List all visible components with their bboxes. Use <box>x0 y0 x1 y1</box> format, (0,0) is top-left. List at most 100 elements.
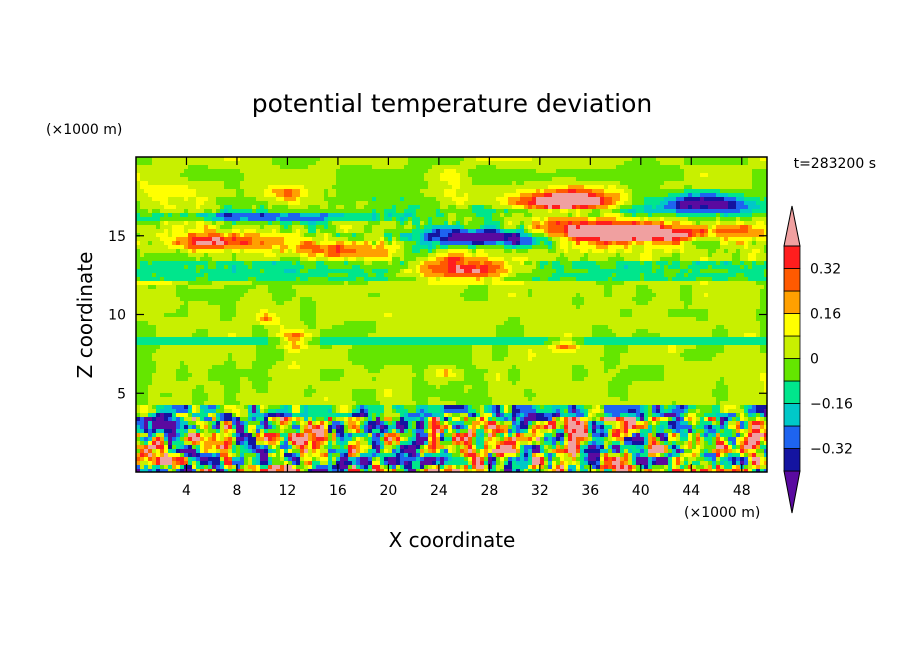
contour-cell <box>328 337 333 342</box>
contour-cell <box>212 213 217 218</box>
contour-cell <box>280 421 285 426</box>
contour-cell <box>192 409 197 414</box>
contour-cell <box>308 209 313 214</box>
contour-cell <box>172 205 177 210</box>
contour-cell <box>136 441 141 446</box>
contour-cell <box>336 377 341 382</box>
contour-cell <box>180 181 185 186</box>
contour-cell <box>336 309 341 314</box>
contour-cell <box>340 229 345 234</box>
contour-cell <box>204 313 209 318</box>
contour-cell <box>216 245 221 250</box>
contour-cell <box>344 385 349 390</box>
contour-cell <box>152 353 157 358</box>
contour-cell <box>372 197 377 202</box>
contour-cell <box>192 165 197 170</box>
contour-cell <box>328 453 333 458</box>
contour-cell <box>208 425 213 430</box>
contour-cell <box>140 453 145 458</box>
contour-cell <box>148 201 153 206</box>
contour-cell <box>276 309 281 314</box>
contour-cell <box>208 257 213 262</box>
contour-cell <box>372 349 377 354</box>
contour-cell <box>296 301 301 306</box>
contour-cell <box>332 385 337 390</box>
contour-cell <box>188 377 193 382</box>
contour-cell <box>352 229 357 234</box>
contour-cell <box>364 237 369 242</box>
contour-cell <box>284 397 289 402</box>
contour-cell <box>284 269 289 274</box>
contour-cell <box>328 325 333 330</box>
contour-cell <box>300 277 305 282</box>
contour-cell <box>264 293 269 298</box>
contour-cell <box>332 453 337 458</box>
contour-cell <box>184 297 189 302</box>
contour-cell <box>328 361 333 366</box>
contour-cell <box>272 161 277 166</box>
contour-cell <box>324 453 329 458</box>
contour-cell <box>384 469 389 472</box>
contour-cell <box>228 173 233 178</box>
contour-cell <box>156 469 161 472</box>
contour-cell <box>360 437 365 442</box>
contour-cell <box>364 185 369 190</box>
contour-cell <box>176 397 181 402</box>
contour-cell <box>260 221 265 226</box>
contour-cell <box>232 373 237 378</box>
contour-cell <box>300 401 305 406</box>
contour-cell <box>376 369 381 374</box>
contour-cell <box>356 281 361 286</box>
contour-cell <box>172 189 177 194</box>
contour-cell <box>140 389 145 394</box>
contour-cell <box>264 249 269 254</box>
contour-cell <box>328 233 333 238</box>
contour-cell <box>168 469 173 472</box>
contour-cell <box>288 341 293 346</box>
contour-cell <box>320 461 325 466</box>
contour-cell <box>336 445 341 450</box>
contour-cell <box>148 449 153 454</box>
contour-cell <box>240 301 245 306</box>
contour-cell <box>172 269 177 274</box>
contour-cell <box>204 421 209 426</box>
contour-cell <box>384 449 389 454</box>
contour-cell <box>324 425 329 430</box>
contour-cell <box>156 253 161 258</box>
contour-cell <box>324 185 329 190</box>
contour-cell <box>172 165 177 170</box>
contour-cell <box>272 433 277 438</box>
contour-cell <box>376 441 381 446</box>
contour-cell <box>212 193 217 198</box>
contour-cell <box>228 425 233 430</box>
contour-cell <box>168 461 173 466</box>
contour-cell <box>224 357 229 362</box>
contour-cell <box>156 277 161 282</box>
contour-cell <box>368 257 373 262</box>
contour-cell <box>204 245 209 250</box>
contour-cell <box>280 237 285 242</box>
contour-cell <box>336 273 341 278</box>
contour-cell <box>368 265 373 270</box>
contour-cell <box>356 189 361 194</box>
contour-cell <box>284 281 289 286</box>
contour-cell <box>232 385 237 390</box>
contour-cell <box>156 325 161 330</box>
contour-cell <box>348 441 353 446</box>
contour-cell <box>308 297 313 302</box>
contour-cell <box>136 445 141 450</box>
contour-cell <box>328 385 333 390</box>
contour-cell <box>384 257 389 262</box>
contour-cell <box>276 457 281 462</box>
contour-cell <box>384 441 389 446</box>
contour-cell <box>232 249 237 254</box>
contour-cell <box>304 209 309 214</box>
contour-cell <box>164 241 169 246</box>
contour-cell <box>304 445 309 450</box>
contour-cell <box>296 185 301 190</box>
contour-cell <box>212 321 217 326</box>
contour-cell <box>152 161 157 166</box>
contour-cell <box>264 405 269 410</box>
contour-cell <box>324 269 329 274</box>
contour-cell <box>264 297 269 302</box>
